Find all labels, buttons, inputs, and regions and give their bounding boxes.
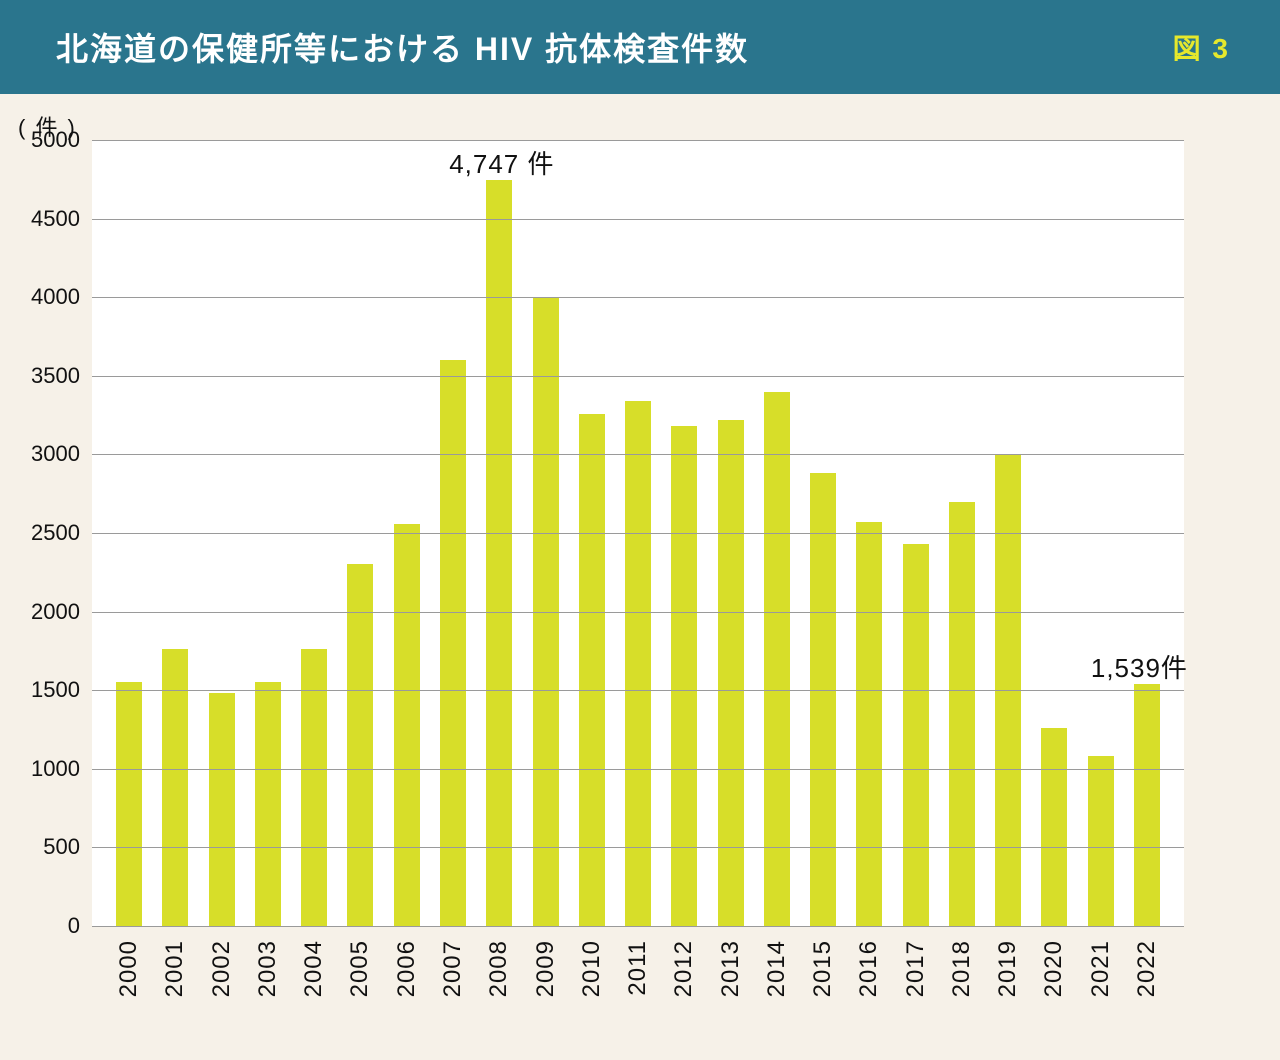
x-tick-label: 2003	[254, 926, 282, 997]
y-tick-label: 2500	[0, 520, 80, 546]
x-tick-label: 2021	[1087, 926, 1115, 997]
chart-title: 北海道の保健所等における HIV 抗体検査件数	[56, 24, 749, 70]
y-tick-label: 3000	[0, 441, 80, 467]
bar	[579, 414, 605, 926]
grid-line	[92, 612, 1184, 613]
y-tick-label: 2000	[0, 599, 80, 625]
x-tick-label: 2002	[208, 926, 236, 997]
bar	[856, 522, 882, 926]
x-tick-label: 2001	[161, 926, 189, 997]
x-tick-label: 2014	[763, 926, 791, 997]
x-tick-label: 2015	[809, 926, 837, 997]
y-tick-label: 1000	[0, 756, 80, 782]
grid-line	[92, 376, 1184, 377]
bar-chart: 2000 2001 2002 2003 2004 2005 2006 2007 2008 2009…	[0, 140, 1280, 1040]
chart-header: 北海道の保健所等における HIV 抗体検査件数 図 3	[0, 0, 1280, 94]
grid-line	[92, 454, 1184, 455]
bar	[949, 502, 975, 926]
x-tick-label: 2012	[670, 926, 698, 997]
grid-line	[92, 926, 1184, 927]
grid-line	[92, 690, 1184, 691]
x-tick-label: 2017	[902, 926, 930, 997]
y-tick-label: 0	[0, 913, 80, 939]
bar	[810, 473, 836, 926]
x-tick-label: 2009	[532, 926, 560, 997]
x-tick-label: 2020	[1040, 926, 1068, 997]
bar	[764, 392, 790, 926]
grid-line	[92, 219, 1184, 220]
x-tick-label: 2010	[578, 926, 606, 997]
grid-line	[92, 847, 1184, 848]
x-tick-label: 2019	[994, 926, 1022, 997]
y-tick-label: 3500	[0, 363, 80, 389]
grid-line	[92, 533, 1184, 534]
bar	[486, 180, 512, 926]
bar	[671, 426, 697, 926]
y-tick-label: 500	[0, 834, 80, 860]
x-tick-label: 2011	[624, 926, 652, 996]
y-tick-label: 4000	[0, 284, 80, 310]
bar	[440, 360, 466, 926]
x-tick-label: 2005	[346, 926, 374, 997]
bar	[209, 693, 235, 926]
value-annotation: 4,747 件	[449, 144, 554, 181]
bar	[1041, 728, 1067, 926]
grid-line	[92, 140, 1184, 141]
bar	[394, 524, 420, 926]
x-tick-label: 2000	[115, 926, 143, 997]
x-tick-label: 2008	[485, 926, 513, 997]
grid-line	[92, 297, 1184, 298]
bar	[718, 420, 744, 926]
x-tick-label: 2013	[717, 926, 745, 997]
bar	[1134, 684, 1160, 926]
value-annotation: 1,539件	[1091, 648, 1188, 685]
x-tick-label: 2006	[393, 926, 421, 997]
y-tick-label: 4500	[0, 206, 80, 232]
x-tick-label: 2018	[948, 926, 976, 997]
figure-label: 図 3	[1173, 27, 1230, 67]
x-tick-label: 2007	[439, 926, 467, 997]
y-tick-label: 1500	[0, 677, 80, 703]
bar	[1088, 756, 1114, 926]
x-tick-label: 2004	[300, 926, 328, 997]
bar	[903, 544, 929, 926]
bar	[347, 564, 373, 926]
plot-area: 2000200120022003200420052006200720082009…	[92, 140, 1184, 926]
grid-line	[92, 769, 1184, 770]
x-tick-label: 2022	[1133, 926, 1161, 997]
x-tick-label: 2016	[855, 926, 883, 997]
bar	[116, 682, 142, 926]
y-tick-label: 5000	[0, 127, 80, 153]
bar	[255, 682, 281, 926]
